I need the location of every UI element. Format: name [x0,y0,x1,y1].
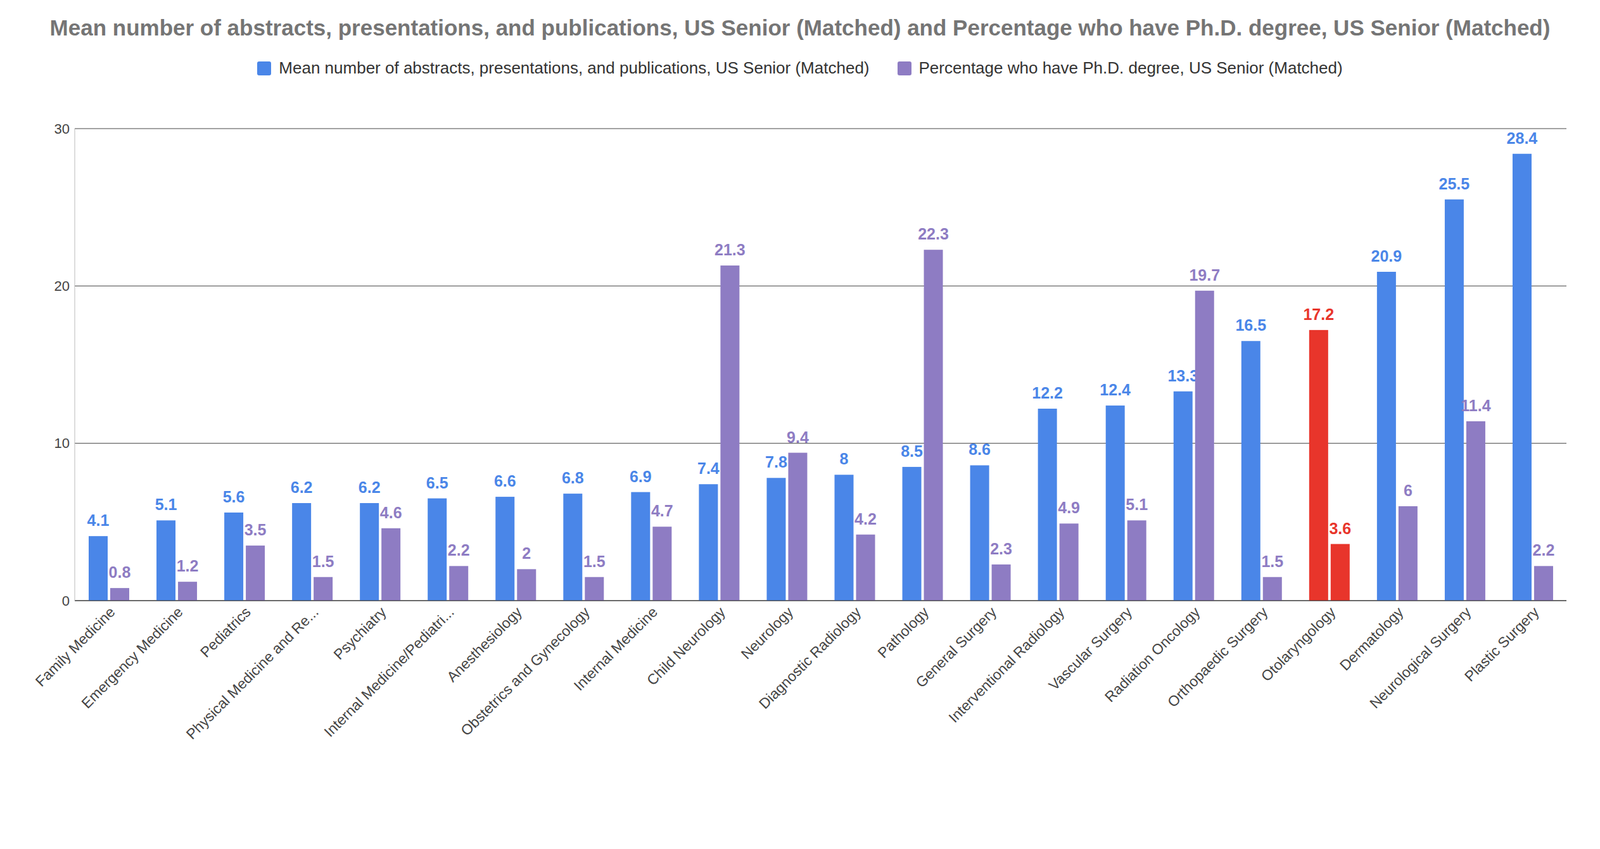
svg-text:Neurology: Neurology [737,603,797,662]
svg-text:8.5: 8.5 [900,442,923,460]
svg-text:12.4: 12.4 [1099,380,1131,399]
svg-text:6.9: 6.9 [629,467,652,486]
svg-text:Anesthesiology: Anesthesiology [443,603,526,685]
svg-text:22.3: 22.3 [917,224,949,243]
svg-text:5.1: 5.1 [155,495,178,514]
svg-text:Obstetrics and Gynecology: Obstetrics and Gynecology [457,603,593,739]
svg-text:Otolaryngology: Otolaryngology [1257,603,1340,685]
svg-text:8.6: 8.6 [968,440,991,458]
svg-text:7.8: 7.8 [765,452,788,471]
svg-text:5.1: 5.1 [1125,495,1148,514]
svg-text:2: 2 [521,544,531,562]
svg-text:12.2: 12.2 [1031,383,1063,402]
svg-text:20: 20 [54,278,70,294]
svg-text:6.8: 6.8 [561,468,585,487]
svg-text:6: 6 [1403,481,1413,500]
svg-text:21.3: 21.3 [714,240,746,259]
svg-text:6.6: 6.6 [494,471,517,490]
svg-text:4.2: 4.2 [854,509,877,528]
svg-text:4.9: 4.9 [1057,498,1080,517]
svg-text:4.7: 4.7 [651,501,674,520]
svg-text:30: 30 [54,120,70,137]
svg-text:Internal Medicine/Pediatri...: Internal Medicine/Pediatri... [320,603,457,740]
svg-text:0: 0 [62,592,70,609]
svg-text:6.2: 6.2 [358,478,381,496]
svg-text:Pathology: Pathology [874,603,932,661]
svg-text:Internal Medicine: Internal Medicine [570,603,661,694]
svg-text:Physical Medicine and Re...: Physical Medicine and Re... [183,603,322,743]
svg-text:Family Medicine: Family Medicine [32,603,119,690]
svg-text:0.8: 0.8 [108,563,132,581]
svg-text:3.5: 3.5 [244,520,267,539]
svg-text:1.5: 1.5 [1261,552,1284,571]
svg-text:6.5: 6.5 [426,473,449,492]
svg-text:1.2: 1.2 [176,556,199,575]
svg-text:19.7: 19.7 [1188,266,1220,284]
html-text:Mean number of abstracts, pres: Mean number of abstracts, presentations,… [278,58,870,78]
svg-text:1.5: 1.5 [312,552,335,571]
svg-text:4.1: 4.1 [87,511,110,529]
svg-text:1.5: 1.5 [583,552,606,571]
svg-text:8: 8 [839,449,849,468]
svg-text:Orthopaedic Surgery: Orthopaedic Surgery [1164,603,1272,711]
svg-text:3.6: 3.6 [1328,519,1352,538]
svg-text:13.3: 13.3 [1167,366,1199,385]
svg-text:16.5: 16.5 [1235,316,1267,334]
svg-text:2.2: 2.2 [1532,540,1556,559]
svg-text:Child Neurology: Child Neurology [643,603,729,688]
html-text:Mean number of abstracts, pres: Mean number of abstracts, presentations,… [49,15,1551,40]
svg-text:7.4: 7.4 [697,459,720,477]
svg-text:Psychiatry: Psychiatry [330,603,390,663]
svg-text:25.5: 25.5 [1439,174,1471,193]
html-text:Percentage who have Ph.D. degr: Percentage who have Ph.D. degree, US Sen… [918,58,1343,78]
svg-text:General Surgery: General Surgery [912,603,1000,691]
svg-text:28.4: 28.4 [1506,129,1538,147]
svg-text:Plastic Surgery: Plastic Surgery [1461,603,1543,685]
svg-text:10: 10 [54,435,70,451]
svg-text:2.3: 2.3 [990,539,1013,558]
svg-text:Pediatrics: Pediatrics [196,603,254,661]
svg-text:Emergency Medicine: Emergency Medicine [77,603,186,712]
svg-text:Vascular Surgery: Vascular Surgery [1045,603,1136,694]
svg-text:Radiation Oncology: Radiation Oncology [1101,603,1204,705]
svg-text:5.6: 5.6 [222,487,246,506]
svg-text:9.4: 9.4 [786,428,809,446]
svg-text:4.6: 4.6 [380,503,403,522]
svg-text:11.4: 11.4 [1460,396,1491,415]
svg-text:Interventional Radiology: Interventional Radiology [945,603,1068,726]
svg-text:17.2: 17.2 [1302,305,1334,324]
svg-text:6.2: 6.2 [290,478,313,496]
svg-text:Neurological Surgery: Neurological Surgery [1366,603,1475,712]
svg-text:Diagnostic Radiology: Diagnostic Radiology [755,603,865,712]
svg-text:2.2: 2.2 [447,540,470,559]
svg-text:20.9: 20.9 [1371,247,1403,265]
svg-text:Dermatology: Dermatology [1336,603,1407,674]
